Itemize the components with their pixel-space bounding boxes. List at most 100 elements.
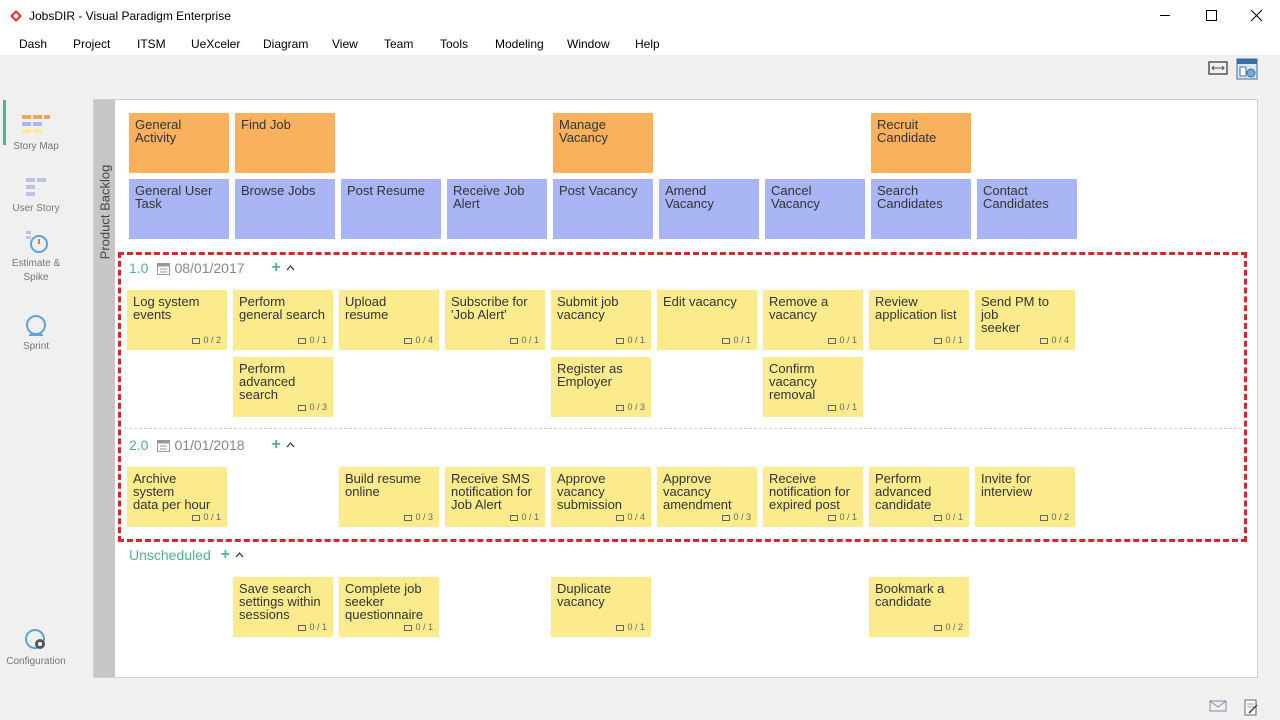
menu-dash[interactable]: Dash: [19, 37, 48, 51]
task-count-icon: [722, 337, 731, 344]
nav-label: User Story: [12, 203, 60, 214]
task-card[interactable]: Post Resume: [341, 179, 441, 239]
menu-uexceler[interactable]: UeXceler: [191, 37, 241, 51]
menu-window[interactable]: Window: [567, 37, 610, 51]
task-count-text: 0 / 4: [1051, 335, 1069, 345]
nav-item-estimate-spike[interactable]: Estimate & Spike: [0, 230, 72, 285]
story-card[interactable]: Upload resume 0 / 4: [339, 290, 439, 350]
card-text-line: search: [239, 387, 279, 402]
story-card[interactable]: Receive notification for expired post 0 / 1: [763, 467, 863, 527]
task-count-icon: [298, 624, 307, 631]
nav-item-story-map[interactable]: Story Map: [0, 113, 72, 154]
story-card[interactable]: Build resume online 0 / 3: [339, 467, 439, 527]
task-count-icon: [828, 404, 837, 411]
card-text-line: Search: [877, 183, 919, 198]
menu-itsm[interactable]: ITSM: [137, 37, 166, 51]
sprint-icon: [26, 315, 46, 336]
story-card[interactable]: Confirm vacancy removal 0 / 1: [763, 357, 863, 417]
diagram-layout-icon[interactable]: [1236, 58, 1258, 83]
collapse-icon[interactable]: [235, 552, 244, 558]
story-card[interactable]: Subscribe for 'Job Alert' 0 / 1: [445, 290, 545, 350]
card-text-line: Perform: [239, 294, 286, 309]
add-story-icon[interactable]: +: [271, 436, 281, 453]
activity-card[interactable]: Recruit Candidate: [871, 113, 971, 173]
story-card[interactable]: Receive SMS notification for Job Alert 0 / …: [445, 467, 545, 527]
fit-to-window-icon[interactable]: [1207, 58, 1229, 81]
story-card[interactable]: Send PM to job seeker 0 / 4: [975, 290, 1075, 350]
configuration-icon: [25, 629, 45, 649]
card-text-line: Approve: [557, 471, 606, 486]
menu-project[interactable]: Project: [73, 37, 111, 51]
task-card[interactable]: General User Task: [129, 179, 229, 239]
nav-item-sprint[interactable]: Sprint: [0, 313, 72, 354]
story-card[interactable]: Perform advanced search 0 / 3: [233, 357, 333, 417]
task-card[interactable]: Post Vacancy: [553, 179, 653, 239]
add-story-icon[interactable]: +: [220, 546, 231, 563]
activity-card[interactable]: Find Job: [235, 113, 335, 173]
release-name[interactable]: 1.0: [129, 260, 149, 276]
mail-icon[interactable]: [1209, 699, 1227, 716]
story-card[interactable]: Review application list 0 / 1: [869, 290, 969, 350]
left-navigation: Story Map User Story Estimate & Spike Sprint…: [0, 90, 72, 690]
card-text-line: expired post: [769, 497, 840, 512]
menu-help[interactable]: Help: [635, 37, 660, 51]
nav-item-configuration[interactable]: Configuration: [0, 628, 72, 669]
task-count-text: 0 / 1: [309, 622, 327, 632]
story-card[interactable]: Log system events 0 / 2: [127, 290, 227, 350]
task-count-text: 0 / 3: [733, 512, 751, 522]
task-count-badge: 0 / 4: [1040, 334, 1069, 347]
calendar-icon: [157, 439, 171, 452]
nav-item-user-story[interactable]: User Story: [0, 175, 72, 216]
story-card[interactable]: Bookmark a candidate 0 / 2: [869, 577, 969, 637]
card-text-line: Confirm: [769, 361, 815, 376]
card-text-line: Build resume: [345, 471, 421, 486]
menu-diagram[interactable]: Diagram: [263, 37, 309, 51]
story-card[interactable]: Approve vacancy submission 0 / 4: [551, 467, 651, 527]
document-edit-icon[interactable]: [1243, 699, 1259, 720]
story-card[interactable]: Complete job seeker questionnaire 0 / 1: [339, 577, 439, 637]
card-text-line: Perform: [875, 471, 922, 486]
minimize-button[interactable]: [1142, 0, 1188, 31]
add-story-icon[interactable]: +: [271, 259, 281, 276]
story-card[interactable]: Save search settings within sessions 0 / 1: [233, 577, 333, 637]
collapse-icon[interactable]: [286, 265, 295, 271]
release-name[interactable]: 2.0: [129, 437, 149, 453]
collapse-icon[interactable]: [286, 442, 295, 448]
task-count-icon: [616, 624, 625, 631]
activity-card[interactable]: Manage Vacancy: [553, 113, 653, 173]
card-text-line: advanced: [239, 374, 296, 389]
story-card[interactable]: Duplicate vacancy 0 / 1: [551, 577, 651, 637]
menu-view[interactable]: View: [332, 37, 358, 51]
story-card[interactable]: Submit job vacancy 0 / 1: [551, 290, 651, 350]
task-card[interactable]: Browse Jobs: [235, 179, 335, 239]
unscheduled-label[interactable]: Unscheduled: [129, 547, 211, 563]
story-card[interactable]: Approve vacancy amendment 0 / 3: [657, 467, 757, 527]
maximize-button[interactable]: [1188, 0, 1234, 31]
story-card[interactable]: Perform advanced candidate 0 / 1: [869, 467, 969, 527]
task-count-badge: 0 / 1: [828, 511, 857, 524]
menu-tools[interactable]: Tools: [440, 37, 469, 51]
story-card[interactable]: Remove a vacancy 0 / 1: [763, 290, 863, 350]
menu-team[interactable]: Team: [384, 37, 414, 51]
activity-card[interactable]: General Activity: [129, 113, 229, 173]
story-card[interactable]: Register as Employer 0 / 3: [551, 357, 651, 417]
card-text-line: Browse Jobs: [241, 183, 316, 198]
task-card[interactable]: Receive Job Alert: [447, 179, 547, 239]
task-card[interactable]: Amend Vacancy: [659, 179, 759, 239]
task-count-text: 0 / 4: [415, 335, 433, 345]
release-date[interactable]: 08/01/2017: [174, 260, 245, 276]
calendar-icon: [157, 262, 171, 275]
task-card[interactable]: Cancel Vacancy: [765, 179, 865, 239]
task-card[interactable]: Search Candidates: [871, 179, 971, 239]
menu-modeling[interactable]: Modeling: [495, 37, 544, 51]
release-date[interactable]: 01/01/2018: [174, 437, 245, 453]
story-card[interactable]: Perform general search 0 / 1: [233, 290, 333, 350]
close-button[interactable]: [1234, 0, 1280, 31]
task-count-badge: 0 / 1: [828, 401, 857, 414]
story-card[interactable]: Archive system data per hour 0 / 1: [127, 467, 227, 527]
task-card[interactable]: Contact Candidates: [977, 179, 1077, 239]
card-text-line: Post Resume: [347, 183, 426, 198]
story-card[interactable]: Edit vacancy 0 / 1: [657, 290, 757, 350]
story-card[interactable]: Invite for interview 0 / 2: [975, 467, 1075, 527]
card-text-line: candidate: [875, 497, 932, 512]
